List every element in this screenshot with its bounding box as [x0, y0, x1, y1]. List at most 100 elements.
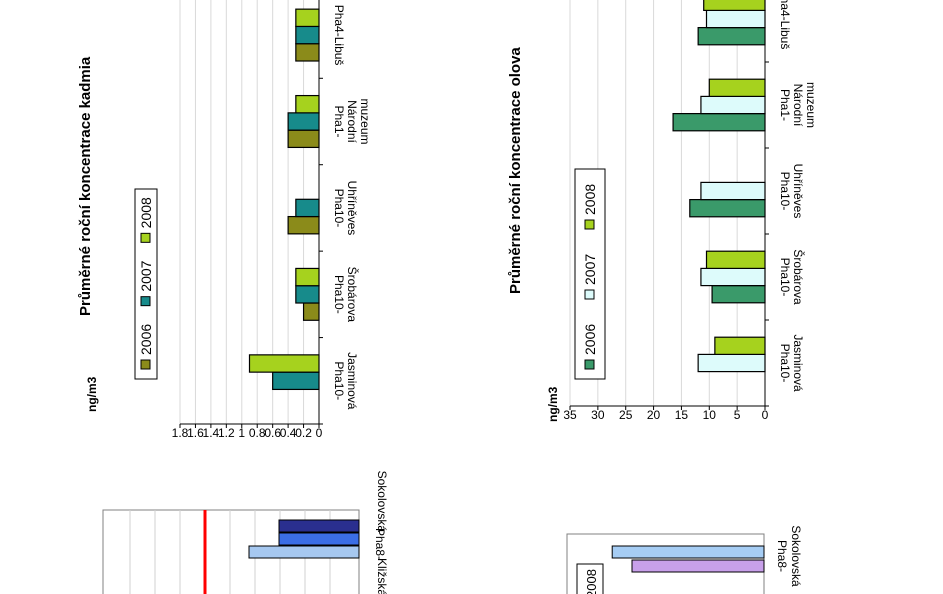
bars-group — [248, 8, 320, 391]
x-category-label: Národní — [791, 84, 805, 127]
y-tick-label: 1.4 — [203, 426, 220, 440]
y-tick-label: 1.6 — [187, 426, 204, 440]
legend-label-2006: 2006 — [138, 324, 154, 355]
bar-2007-1 — [700, 267, 766, 287]
x-category-label: Pha4-Libuš — [778, 0, 792, 49]
bar-2008-1 — [705, 250, 766, 269]
bars-group — [611, 545, 765, 573]
x-category-label: Uhříněves — [791, 164, 805, 219]
bar-2007-2 — [295, 198, 320, 218]
y-tick-label: 30 — [591, 408, 605, 422]
bar-2008-4 — [295, 8, 320, 28]
y-tick-label: 0 — [762, 408, 769, 422]
x-category-label: muzeum — [804, 82, 818, 128]
bar-2008-0 — [714, 336, 766, 355]
y-tick-labels: 0 5 10 15 20 25 30 35 — [563, 406, 769, 422]
legend-label-2006: 2006 — [582, 324, 598, 355]
bars-group — [672, 0, 766, 373]
legend-swatch-2006 — [140, 359, 151, 370]
y-axis-label: ng/m3 — [546, 386, 560, 422]
bar-2007-0 — [272, 371, 320, 391]
x-category-label: Národní — [345, 100, 359, 143]
bar-2007-4 — [705, 9, 766, 29]
x-category-label: Uhříněves — [345, 181, 359, 236]
x-category-label: Sokolovská — [789, 525, 803, 587]
bar-2007-3 — [700, 95, 766, 115]
legend-label-2008: 2008 — [582, 184, 598, 215]
legend-label-2007: 2007 — [138, 260, 154, 291]
bar-b — [278, 532, 360, 546]
partial-chart-top: Pha8- Sokolovská Kližská — [102, 471, 389, 594]
legend-label-2007: 2007 — [582, 254, 598, 285]
bar-2007-2 — [700, 181, 766, 201]
y-tick-label: 10 — [703, 408, 717, 422]
legend: 2006 2007 2008 — [134, 188, 158, 380]
x-category-label: Pha4-Libuš — [332, 5, 346, 66]
y-tick-label: 1.2 — [218, 426, 235, 440]
bar-2007-1 — [295, 285, 320, 304]
y-tick-label: 20 — [647, 408, 661, 422]
chart-title: Průměrné roční koncentrace kadmia — [77, 56, 94, 316]
x-category-label: Pha10- — [778, 258, 792, 297]
y-tick-label: 25 — [619, 408, 633, 422]
bar-2007-4 — [295, 25, 320, 45]
bar-2008-3 — [708, 78, 766, 97]
y-tick-label: 0.2 — [295, 426, 312, 440]
bar-2006-3 — [287, 129, 320, 149]
bar-2006-4 — [697, 26, 766, 46]
x-category-label: Sokolovská — [375, 471, 389, 533]
x-category-label: Jasminová — [791, 334, 805, 392]
x-category-label: Pha10- — [778, 344, 792, 383]
bar-2007-3 — [287, 112, 320, 131]
y-tick-label: 1.8 — [172, 426, 189, 440]
bars-group — [248, 519, 360, 559]
x-category-label: Pha10- — [778, 172, 792, 211]
bar-2006-1 — [302, 302, 320, 321]
bar-1 — [611, 545, 765, 559]
x-category-label: Jasminová — [345, 352, 359, 410]
partial-chart-bottom: 2008 Pha8- Sokolovská — [566, 525, 803, 594]
x-category-label: Pha1- — [332, 105, 346, 137]
bar-2008-0 — [248, 354, 320, 373]
x-category-label: Pha10- — [332, 361, 346, 400]
bar-2008-4 — [703, 0, 766, 12]
legend-swatch-2008 — [140, 232, 151, 243]
plot-area — [180, 0, 319, 424]
bar-a — [278, 519, 360, 533]
bar-2006-1 — [711, 284, 766, 304]
bar-2008-1 — [295, 267, 320, 287]
bar-0 — [631, 559, 765, 573]
legend-label: 2008 — [584, 569, 599, 594]
x-category-label: Pha8- — [775, 540, 789, 572]
legend-swatch-2007 — [140, 296, 151, 307]
x-category-label: Pha1- — [778, 89, 792, 121]
y-tick-label: 1 — [238, 426, 245, 440]
y-tick-label: 35 — [563, 408, 577, 422]
legend-swatch-2008 — [584, 219, 595, 230]
chart-title: Průměrné roční koncentrace olova — [507, 47, 524, 294]
legend-box — [574, 168, 606, 380]
bar-2006-2 — [287, 215, 320, 235]
y-tick-label: 5 — [734, 408, 741, 422]
bar-2008-3 — [295, 94, 320, 114]
legend-box — [576, 563, 604, 594]
legend-label-2008: 2008 — [138, 197, 154, 228]
bar-2007-0 — [697, 353, 766, 373]
bar-2006-3 — [672, 112, 766, 132]
x-category-label: Pha10- — [332, 275, 346, 314]
x-category-label: Šrobárova — [345, 267, 360, 323]
y-tick-label: 0.6 — [264, 426, 281, 440]
legend-swatch-2007 — [584, 289, 595, 300]
y-tick-label: 0.4 — [280, 426, 297, 440]
x-category-label: Pha8- — [373, 528, 387, 560]
x-category-label: Šrobárova — [791, 249, 806, 305]
legend: 2006 2007 2008 — [574, 168, 606, 380]
x-category-label: Kližská — [375, 558, 389, 594]
bar-2006-2 — [689, 198, 766, 218]
x-category-label: Pha10- — [332, 189, 346, 228]
y-tick-label: 0.8 — [249, 426, 266, 440]
